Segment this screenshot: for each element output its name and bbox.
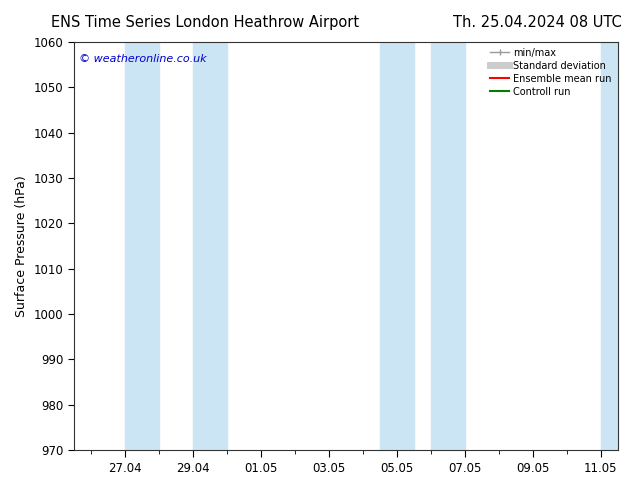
Bar	[125, 42, 158, 450]
Bar	[430, 42, 465, 450]
Bar	[193, 42, 227, 450]
Y-axis label: Surface Pressure (hPa): Surface Pressure (hPa)	[15, 175, 28, 317]
Legend: min/max, Standard deviation, Ensemble mean run, Controll run: min/max, Standard deviation, Ensemble me…	[486, 44, 616, 100]
Bar	[600, 42, 634, 450]
Bar	[380, 42, 413, 450]
Text: ENS Time Series London Heathrow Airport: ENS Time Series London Heathrow Airport	[51, 15, 359, 30]
Text: © weatheronline.co.uk: © weatheronline.co.uk	[79, 54, 207, 64]
Text: Th. 25.04.2024 08 UTC: Th. 25.04.2024 08 UTC	[453, 15, 621, 30]
